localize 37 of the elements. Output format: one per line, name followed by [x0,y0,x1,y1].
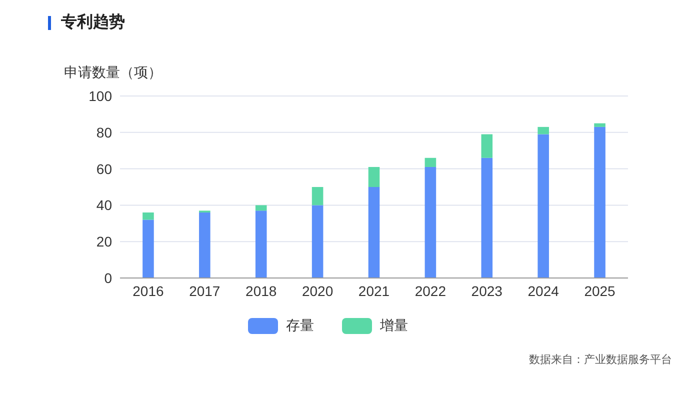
y-tick-label: 60 [96,160,112,177]
bar [368,187,380,278]
y-tick-label: 0 [104,270,112,286]
bar [424,166,436,278]
x-tick-label: 2020 [302,282,334,299]
x-tick-label: 2017 [189,282,220,299]
y-tick-label: 80 [96,124,112,140]
bar [255,205,267,211]
x-tick-label: 2021 [358,282,390,299]
bar [142,220,154,278]
bar [481,134,493,158]
bar [255,210,267,278]
bar [312,205,324,278]
text: 数据来自：产业数据服务平台 [529,352,672,367]
x-tick-label: 2022 [414,282,446,299]
chart-title: 专利趋势 [61,12,125,33]
bar [538,126,549,134]
y-tick-label: 20 [96,234,112,250]
bar [594,126,606,278]
bar [594,123,606,127]
x-tick-label: 2016 [132,282,164,299]
y-tick-label: 40 [96,197,112,214]
bar [424,158,436,167]
bar [199,212,210,278]
x-tick-label: 2023 [471,282,503,299]
legend-label: 增量 [380,317,408,335]
x-tick-label: 2025 [584,282,616,299]
bar [312,187,324,206]
bar [142,212,154,220]
y-axis-title: 申请数量（项） [64,64,162,82]
bar [538,134,549,278]
y-tick-label: 100 [88,88,112,104]
bar [481,158,493,278]
legend-label: 存量 [286,317,314,335]
bar [368,166,380,187]
x-tick-label: 2024 [528,282,560,299]
x-tick-label: 2018 [246,282,277,299]
